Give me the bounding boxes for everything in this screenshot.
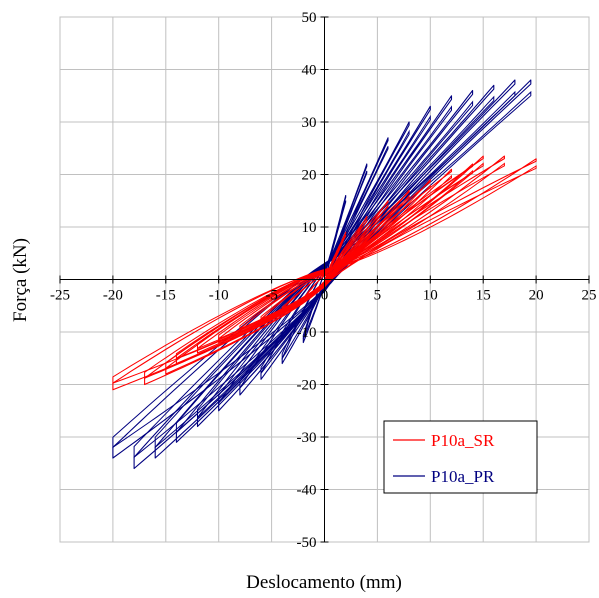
legend-label-p10a-sr: P10a_SR [431,431,495,450]
hysteresis-loop [144,155,505,386]
x-tick-label: 10 [423,288,438,304]
x-tick-label: 25 [582,288,597,304]
y-axis-title: Força (kN) [10,238,31,322]
y-tick-label: 30 [302,115,317,131]
x-tick-label: 15 [476,288,491,304]
hysteresis-loop [112,90,532,449]
y-tick-label: -50 [297,535,317,551]
x-tick-label: -20 [103,288,123,304]
legend: P10a_SR P10a_PR [383,420,538,494]
x-tick-label: -25 [50,288,70,304]
y-tick-label: 20 [302,168,317,184]
hysteresis-loop [112,158,537,391]
x-tick-label: -15 [156,288,176,304]
x-tick-label: 5 [374,288,382,304]
legend-box [383,420,538,494]
y-tick-label: -20 [297,378,317,394]
y-tick-labels: 50 40 30 20 10 -10 -20 -30 -40 -50 [297,10,317,551]
axes [59,16,590,543]
hysteresis-loop [165,155,484,375]
y-tick-label: -10 [297,325,317,341]
y-tick-label: 50 [302,10,317,26]
y-tick-label: -40 [297,483,317,499]
x-tick-label: -10 [209,288,229,304]
hysteresis-loop [239,194,410,330]
series-curves [112,79,537,470]
hysteresis-loop [112,165,537,384]
x-tick-label: -5 [265,288,278,304]
legend-label-p10a-pr: P10a_PR [431,467,495,486]
y-tick-label: 40 [302,63,317,79]
series-p10a-sr [112,155,537,391]
hysteresis-loop [112,79,532,459]
x-tick-label: 0 [321,288,329,304]
y-tick-label: -30 [297,430,317,446]
x-axis-title: Deslocamento (mm) [246,572,402,593]
y-tick-label: 10 [302,220,317,236]
x-tick-labels: -25 -20 -15 -10 -5 0 5 10 15 20 25 [50,288,597,304]
x-tick-label: 20 [529,288,544,304]
hysteresis-loop [197,174,452,350]
